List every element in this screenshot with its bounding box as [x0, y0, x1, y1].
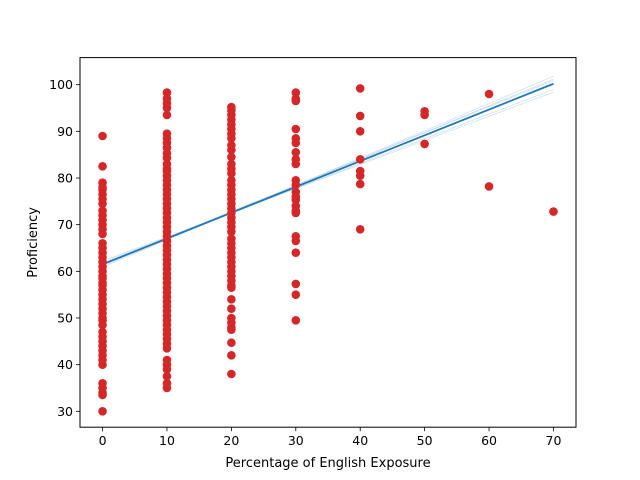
- data-point-x20-43: [227, 325, 236, 334]
- x-tick-label-70: 70: [546, 433, 562, 448]
- data-point-x70-0: [549, 207, 558, 216]
- data-point-x20-37: [227, 283, 236, 292]
- data-point-x30-10: [291, 180, 301, 190]
- data-point-x10-57: [162, 383, 172, 393]
- data-point-x0-13: [98, 229, 107, 239]
- data-point-x40-2: [355, 127, 365, 136]
- data-point-x10-3: [162, 103, 172, 113]
- data-point-x40-1: [355, 111, 365, 121]
- regression-line-group: [102, 82, 554, 266]
- data-point-x0-45: [98, 390, 107, 400]
- data-point-x50-1: [420, 110, 429, 120]
- data-point-x50-2: [420, 139, 429, 149]
- bootstrap-line-2: [102, 75, 554, 268]
- data-points: [98, 84, 558, 416]
- data-point-x30-16: [291, 208, 301, 218]
- y-tick-label-80: 80: [57, 171, 73, 186]
- data-point-x30-8: [291, 159, 301, 169]
- data-point-x10-54: [162, 365, 172, 374]
- data-point-x30-22: [291, 316, 301, 325]
- y-tick-label-50: 50: [57, 311, 73, 326]
- data-point-x30-6: [291, 148, 301, 157]
- y-tick-label-60: 60: [57, 264, 73, 279]
- data-point-x10-4: [162, 110, 172, 120]
- data-point-x30-21: [291, 290, 301, 299]
- x-tick-label-40: 40: [352, 433, 368, 448]
- y-axis-label: Proficiency: [26, 207, 41, 278]
- data-point-x30-2: [291, 96, 301, 106]
- data-point-x10-10: [162, 153, 172, 163]
- data-point-x0-33: [98, 320, 107, 330]
- x-tick-label-50: 50: [417, 433, 433, 448]
- data-point-x30-5: [291, 138, 301, 148]
- data-point-x30-13: [291, 195, 301, 205]
- data-point-x20-25: [227, 227, 236, 236]
- x-tick-label-0: 0: [99, 433, 107, 448]
- data-point-x0-1: [98, 162, 107, 171]
- data-point-x0-0: [98, 131, 107, 141]
- data-point-x40-6: [355, 179, 365, 189]
- x-tick-label-20: 20: [223, 433, 239, 448]
- data-point-x20-45: [227, 351, 236, 360]
- data-point-x30-18: [291, 236, 301, 246]
- data-point-x10-55: [162, 372, 172, 381]
- plot-area: [98, 75, 558, 416]
- data-point-x30-19: [291, 248, 301, 257]
- x-axis-label: Percentage of English Exposure: [225, 456, 430, 471]
- x-tick-label-60: 60: [481, 433, 497, 448]
- data-point-x40-3: [355, 155, 365, 164]
- data-point-x0-41: [98, 360, 107, 369]
- data-point-x20-10: [227, 152, 236, 162]
- data-point-x20-13: [227, 169, 236, 178]
- y-tick-label-30: 30: [57, 404, 73, 419]
- data-point-x30-20: [291, 279, 301, 289]
- y-tick-label-100: 100: [49, 77, 73, 92]
- data-point-x0-7: [98, 199, 107, 208]
- data-point-x20-7: [227, 134, 236, 143]
- x-tick-label-30: 30: [288, 433, 304, 448]
- data-point-x40-5: [355, 171, 365, 180]
- data-point-x40-7: [355, 225, 365, 234]
- y-tick-label-90: 90: [57, 124, 73, 139]
- data-point-x20-38: [227, 295, 236, 304]
- data-point-x20-46: [227, 369, 236, 379]
- data-point-x20-39: [227, 304, 236, 313]
- x-axis-ticks: 0 10 20 30 40 50 60 70: [99, 427, 562, 448]
- regression-line: [102, 82, 554, 266]
- data-point-x10-51: [162, 344, 172, 353]
- x-tick-label-10: 10: [159, 433, 175, 448]
- data-point-x30-3: [291, 124, 301, 134]
- plot-frame: [79, 57, 577, 428]
- y-axis-ticks: 30 40 50 60 70 80 90 100: [49, 77, 80, 419]
- data-point-x10-0: [162, 88, 172, 97]
- data-point-x30-0: [291, 88, 301, 97]
- data-point-x60-0: [484, 89, 494, 99]
- y-tick-label-40: 40: [57, 357, 73, 372]
- data-point-x20-9: [227, 145, 236, 155]
- y-tick-label-70: 70: [57, 217, 73, 232]
- data-point-x20-44: [227, 338, 236, 348]
- data-point-x40-0: [355, 84, 365, 93]
- data-point-x60-1: [484, 182, 494, 191]
- data-point-x0-46: [98, 407, 107, 416]
